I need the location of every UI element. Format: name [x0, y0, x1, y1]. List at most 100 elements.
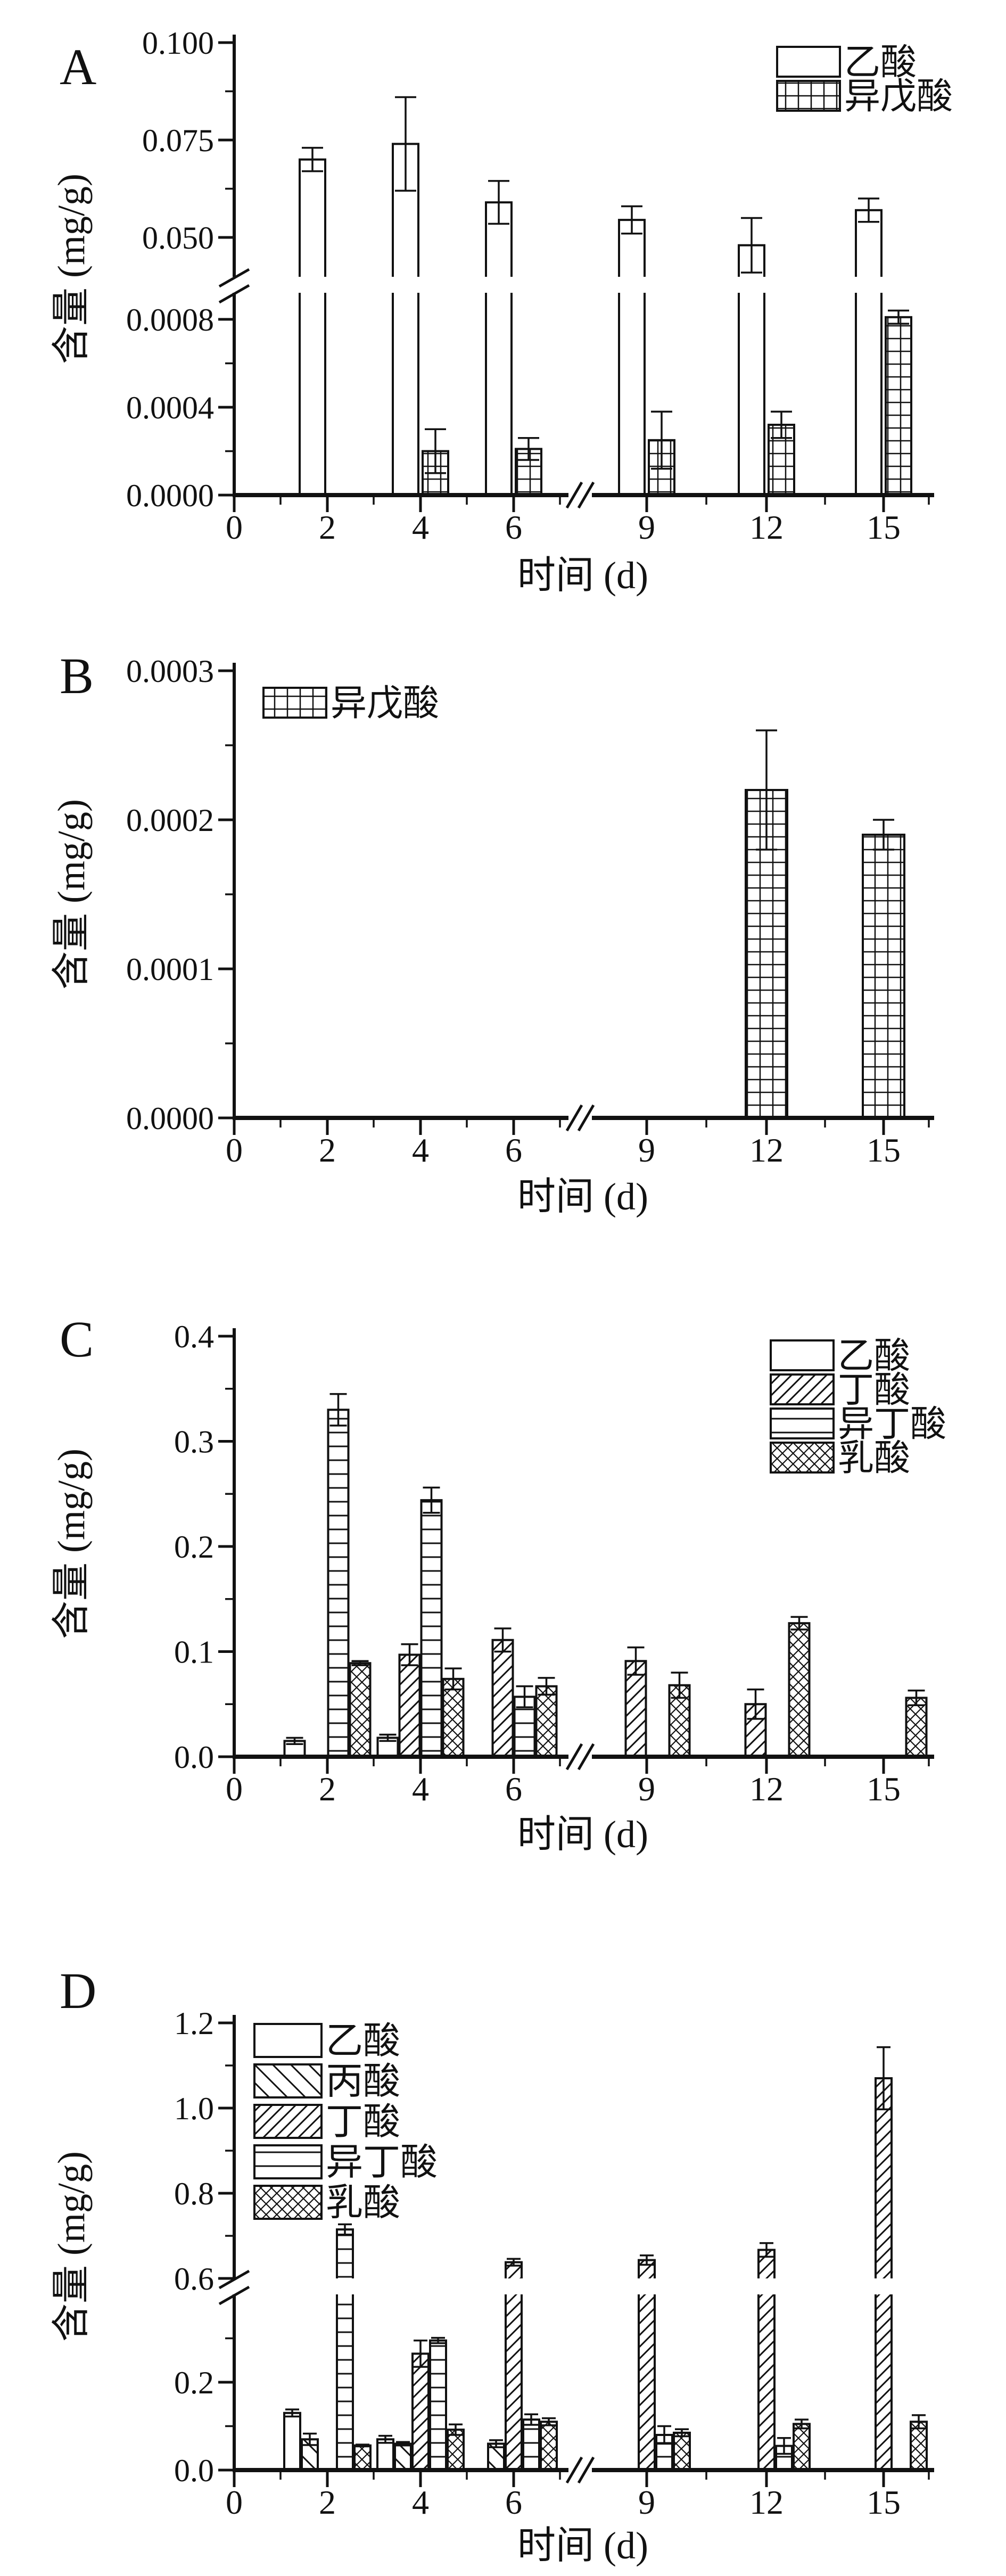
axes: 0 2 4 6 9 12 15 0.0000 0.0004 0.0008 0.050 0.075 0.1… [126, 26, 934, 546]
x-tick-label: 2 [319, 2483, 336, 2521]
y-tick-label: 0.8 [174, 2176, 214, 2211]
error-bar-butyric-x6 [494, 1627, 512, 1653]
x-tick-label: 15 [867, 2483, 901, 2521]
x-tick-label: 4 [412, 508, 429, 546]
legend-item-lactic: 乳酸 [253, 2183, 400, 2224]
x-tick-label: 12 [749, 508, 784, 546]
x-axis-title: 时间 (d) [517, 1813, 648, 1856]
error-bar-propionic-x6 [489, 2439, 503, 2448]
bar-acetic-x4 [392, 143, 419, 496]
legend-label-lactic: 乳酸 [326, 2183, 400, 2224]
x-tick-label: 15 [867, 1770, 901, 1808]
x-tick-label: 12 [749, 1131, 784, 1169]
legend-label-propionic: 丙酸 [326, 2061, 400, 2102]
panel-A: 0 2 4 6 9 12 15 0.0000 0.0004 0.0008 0.050 0.075 0.1… [50, 26, 953, 597]
error-bar-lactic-x9 [675, 2428, 689, 2438]
x-axis-title: 时间 (d) [517, 1175, 648, 1218]
x-tick-label: 6 [505, 1770, 522, 1808]
bar-acetic-x2 [299, 158, 326, 496]
error-bar-lactic-x12 [790, 1616, 808, 1631]
error-bar-isobutyric-x4 [431, 2336, 445, 2344]
error-bar-isobutyric-x6 [524, 2413, 538, 2426]
panel-letter-B: B [60, 647, 94, 704]
bar-acetic-x9 [618, 219, 646, 496]
legend-swatch-acetic-icon [253, 2023, 323, 2058]
error-bar-acetic-x15 [858, 197, 879, 223]
legend-swatch-acetic-icon [776, 46, 841, 78]
x-axis-break-icon [565, 2456, 583, 2484]
x-tick-label: 0 [226, 2483, 243, 2521]
legend-swatch-isobutyric-icon [253, 2144, 323, 2179]
error-bar-lactic-x2 [356, 2443, 369, 2448]
error-bar-butyric-x4 [401, 1643, 418, 1666]
error-bar-lactic-x4 [444, 1667, 462, 1691]
y-tick-label: 1.2 [174, 2006, 214, 2041]
error-bars [286, 1393, 925, 1746]
legend-label-lactic: 乳酸 [838, 1438, 910, 1478]
bar-butyric-x15 [875, 2077, 893, 2471]
y-tick-label: 0.6 [174, 2261, 214, 2297]
bar-butyric-x6 [505, 2261, 523, 2472]
x-tick-label: 2 [319, 1770, 336, 1808]
error-bar-isovaleric-x4 [425, 428, 446, 474]
y-tick-label: 0.0003 [126, 654, 214, 689]
bar-lactic-x2 [353, 2444, 372, 2471]
y-tick-label: 0.0008 [126, 302, 214, 338]
error-bar-acetic-x2 [302, 146, 323, 172]
error-bar-isobutyric-x4 [423, 1486, 440, 1514]
error-bar-acetic-x12 [741, 217, 762, 274]
y-axis-break-icon [218, 268, 250, 288]
x-tick-label: 4 [412, 1131, 429, 1169]
y-tick-label: 0.0 [174, 2453, 214, 2488]
legend-swatch-isovaleric-icon [776, 80, 841, 112]
panel-letter-C: C [60, 1311, 94, 1368]
legend-label-acetic: 乙酸 [326, 2021, 400, 2062]
x-tick-label: 15 [867, 1131, 901, 1169]
y-axis-title: 含量 (mg/g) [50, 174, 93, 364]
x-axis-break-icon [577, 481, 595, 509]
y-tick-label: 0.0 [174, 1740, 214, 1775]
bar-lactic-x2 [349, 1662, 372, 1758]
panel-C: 0 2 4 6 9 12 15 0.0 0.1 0.2 0.3 0.4 时间 (d) 含量 (mg/g) C… [50, 1311, 946, 1856]
bar-acetic-x6 [485, 201, 513, 496]
error-bar-isobutyric-x9 [657, 2425, 671, 2445]
error-bar-isobutyric-x6 [516, 1685, 533, 1708]
y-tick-label: 0.0002 [126, 803, 214, 838]
y-axis-break-icon [218, 2285, 250, 2306]
bar-lactic-x9 [673, 2431, 691, 2471]
y-tick-label: 0.0000 [126, 478, 214, 513]
x-tick-label: 12 [749, 1770, 784, 1808]
x-tick-label: 15 [867, 508, 901, 546]
legend-swatch-butyric-icon [770, 1373, 835, 1405]
legend-swatch-butyric-icon [253, 2104, 323, 2139]
y-tick-label: 0.1 [174, 1635, 214, 1670]
bar-lactic-x6 [540, 2421, 558, 2471]
x-tick-label: 6 [505, 1131, 522, 1169]
error-bar-isobutyric-x2 [338, 2223, 352, 2236]
error-bar-lactic-x2 [351, 1660, 369, 1666]
error-bar-isovaleric-x15 [873, 819, 894, 851]
y-axis-title: 含量 (mg/g) [50, 1449, 93, 1639]
error-bar-isovaleric-x6 [518, 437, 539, 461]
x-tick-label: 6 [505, 508, 522, 546]
y-axis-title: 含量 (mg/g) [50, 2151, 93, 2342]
y-axis-break-band [236, 277, 934, 293]
error-bar-isovaleric-x15 [888, 309, 909, 325]
error-bar-isovaleric-x12 [756, 729, 777, 851]
error-bar-isobutyric-x12 [777, 2437, 791, 2455]
error-bar-lactic-x6 [538, 1677, 555, 1696]
panel-D: 0 2 4 6 9 12 15 0.0 0.2 0.6 0.8 1.0 1.2 时间 (d) 含量 (mg/… [50, 1962, 934, 2567]
bars [299, 143, 912, 497]
error-bars [302, 96, 909, 474]
y-axis-break-icon [218, 284, 250, 304]
error-bar-lactic-x9 [671, 1672, 688, 1699]
error-bar-butyric-x9 [640, 2254, 654, 2266]
legend-item-acetic: 乙酸 [253, 2021, 400, 2062]
x-axis-title: 时间 (d) [517, 2524, 648, 2567]
x-tick-label: 0 [226, 1770, 243, 1808]
error-bar-lactic-x6 [542, 2417, 556, 2426]
bar-lactic-x4 [442, 1677, 465, 1758]
bars [745, 789, 905, 1119]
bars [283, 2077, 928, 2472]
